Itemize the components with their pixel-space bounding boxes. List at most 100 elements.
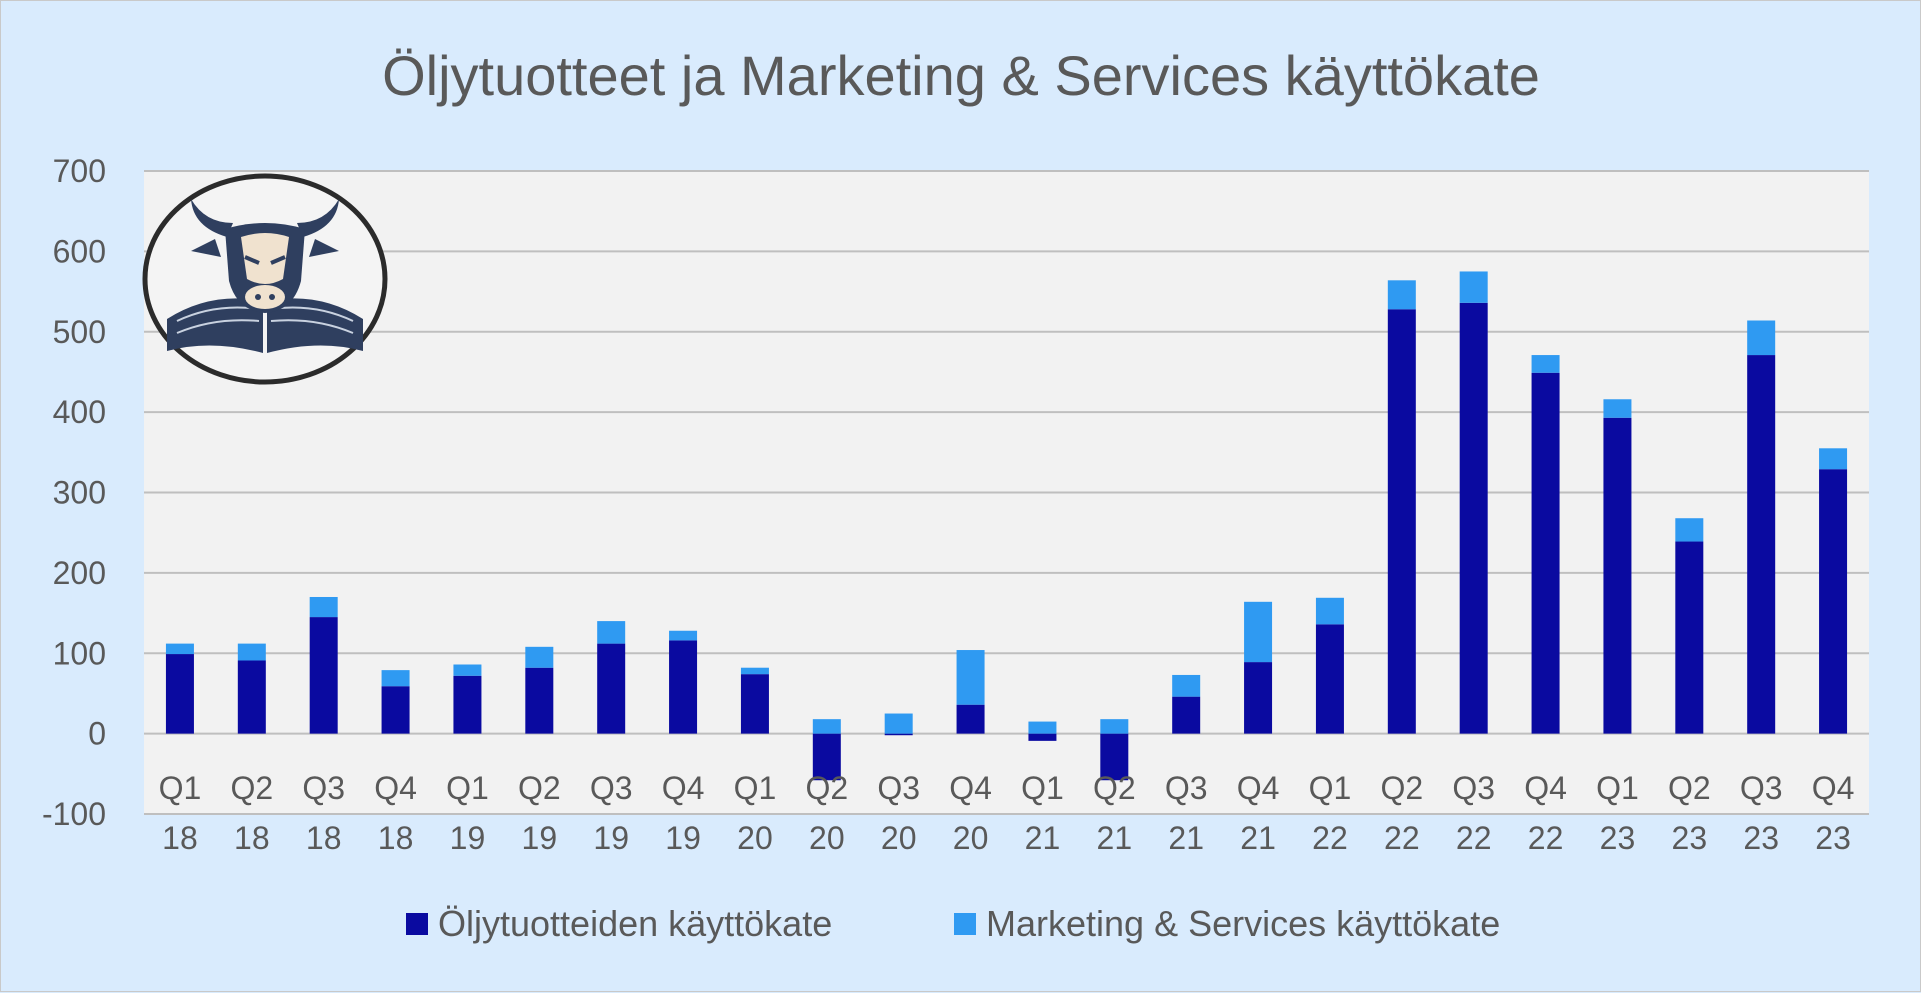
bar-marketing-services	[237, 643, 266, 661]
bar-oljytuotteiden	[381, 686, 410, 734]
bar-oljytuotteiden	[1459, 302, 1488, 734]
y-tick-label: 500	[53, 314, 106, 350]
x-tick-label-quarter: Q2	[805, 770, 848, 806]
x-tick-label-quarter: Q3	[590, 770, 633, 806]
bar-marketing-services	[453, 664, 482, 676]
bar-oljytuotteiden	[597, 643, 626, 734]
x-tick-label-quarter: Q2	[1380, 770, 1423, 806]
x-tick-label-year: 21	[1025, 820, 1061, 856]
bar-oljytuotteiden	[956, 704, 985, 734]
chart-legend: Öljytuotteiden käyttökate Marketing & Se…	[406, 903, 1500, 944]
x-tick-label-year: 20	[737, 820, 773, 856]
x-tick-label-year: 21	[1240, 820, 1276, 856]
x-tick-label-quarter: Q1	[446, 770, 489, 806]
legend-swatch-oljytuotteiden	[406, 913, 428, 935]
bar-marketing-services	[1603, 399, 1632, 418]
x-tick-label-quarter: Q2	[1668, 770, 1711, 806]
x-tick-label-year: 19	[450, 820, 486, 856]
bar-marketing-services	[1172, 674, 1201, 697]
bar-oljytuotteiden	[1028, 733, 1057, 741]
x-tick-label-quarter: Q4	[374, 770, 417, 806]
x-tick-label-year: 20	[809, 820, 845, 856]
bar-marketing-services	[381, 670, 410, 687]
legend-label-oljytuotteiden: Öljytuotteiden käyttökate	[438, 903, 832, 944]
legend-label-marketing-services: Marketing & Services käyttökate	[986, 903, 1500, 944]
bar-oljytuotteiden	[1387, 309, 1416, 734]
legend-swatch-marketing-services	[954, 913, 976, 935]
bar-marketing-services	[812, 719, 841, 734]
x-tick-label-year: 22	[1312, 820, 1348, 856]
x-tick-label-year: 22	[1528, 820, 1564, 856]
x-tick-label-year: 23	[1672, 820, 1708, 856]
x-tick-label-year: 23	[1600, 820, 1636, 856]
bar-marketing-services	[1819, 448, 1848, 470]
plot-area: -100 0 100 200 300 400 500 600 700 Q1 18 Q2 18 Q3 18 Q4…	[42, 153, 1869, 856]
bar-marketing-services	[1459, 271, 1488, 303]
bar-marketing-services	[1028, 721, 1057, 734]
bar-oljytuotteiden	[1172, 696, 1201, 734]
bar-marketing-services	[669, 630, 698, 641]
x-tick-label-year: 22	[1384, 820, 1420, 856]
x-tick-label-quarter: Q1	[734, 770, 777, 806]
x-tick-label-quarter: Q4	[949, 770, 992, 806]
bar-oljytuotteiden	[453, 675, 482, 734]
x-tick-label-year: 19	[593, 820, 629, 856]
bar-oljytuotteiden	[740, 674, 769, 734]
bar-oljytuotteiden	[1675, 541, 1704, 734]
bar-oljytuotteiden	[1531, 372, 1560, 734]
y-tick-label: 300	[53, 475, 106, 511]
bar-marketing-services	[309, 596, 338, 618]
bar-marketing-services	[597, 621, 626, 644]
bar-oljytuotteiden	[237, 660, 266, 734]
bar-oljytuotteiden	[309, 617, 338, 734]
bar-marketing-services	[1747, 320, 1776, 356]
x-tick-label-year: 19	[665, 820, 701, 856]
x-tick-label-year: 18	[306, 820, 342, 856]
x-tick-label-year: 21	[1168, 820, 1204, 856]
y-tick-label: 700	[53, 153, 106, 189]
bar-marketing-services	[1387, 280, 1416, 310]
bar-marketing-services	[1244, 601, 1273, 663]
x-tick-label-quarter: Q4	[1812, 770, 1855, 806]
bar-oljytuotteiden	[884, 733, 913, 736]
bar-oljytuotteiden	[1603, 417, 1632, 734]
x-tick-label-year: 18	[234, 820, 270, 856]
x-tick-label-year: 23	[1743, 820, 1779, 856]
x-tick-label-quarter: Q1	[1021, 770, 1064, 806]
bar-marketing-services	[165, 643, 194, 655]
bar-marketing-services	[956, 650, 985, 705]
bar-marketing-services	[525, 646, 554, 668]
x-tick-label-quarter: Q3	[1452, 770, 1495, 806]
bar-marketing-services	[1675, 518, 1704, 542]
x-tick-label-quarter: Q1	[1596, 770, 1639, 806]
x-tick-label-quarter: Q4	[662, 770, 705, 806]
x-tick-label-year: 23	[1815, 820, 1851, 856]
x-tick-label-quarter: Q3	[1165, 770, 1208, 806]
bull-logo-icon	[142, 173, 388, 385]
x-tick-label-year: 22	[1456, 820, 1492, 856]
bar-oljytuotteiden	[1100, 733, 1129, 781]
y-tick-label: 0	[88, 716, 106, 752]
y-tick-label: 400	[53, 394, 106, 430]
bar-oljytuotteiden	[1819, 469, 1848, 734]
bar-oljytuotteiden	[525, 667, 554, 734]
bar-marketing-services	[884, 713, 913, 734]
bar-marketing-services	[740, 667, 769, 675]
bar-oljytuotteiden	[669, 640, 698, 734]
x-tick-label-year: 20	[953, 820, 989, 856]
x-tick-label-quarter: Q4	[1237, 770, 1280, 806]
x-tick-label-quarter: Q2	[1093, 770, 1136, 806]
bar-marketing-services	[1531, 355, 1560, 373]
x-tick-label-quarter: Q3	[302, 770, 345, 806]
x-tick-label-year: 19	[522, 820, 558, 856]
bar-oljytuotteiden	[1244, 662, 1273, 734]
y-tick-label: 600	[53, 233, 106, 269]
x-tick-label-year: 18	[162, 820, 198, 856]
x-tick-label-quarter: Q3	[877, 770, 920, 806]
x-tick-label-quarter: Q1	[1309, 770, 1352, 806]
x-tick-label-quarter: Q2	[230, 770, 273, 806]
bar-oljytuotteiden	[1315, 624, 1344, 734]
x-tick-label-year: 20	[881, 820, 917, 856]
bar-oljytuotteiden	[812, 733, 841, 781]
